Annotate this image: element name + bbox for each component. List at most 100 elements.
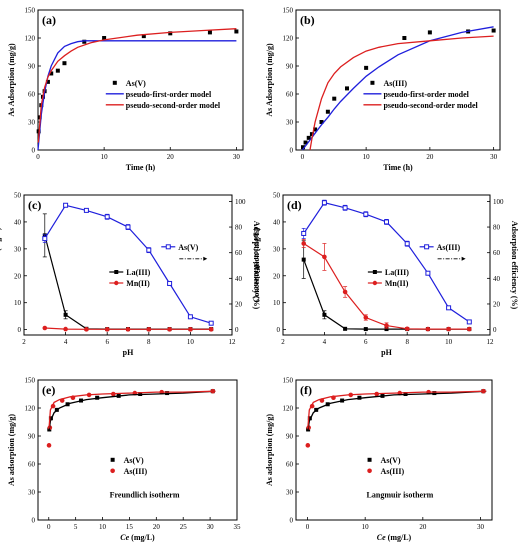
legend-label: As(V) [124,456,144,465]
plot-frame [295,9,501,151]
model-curve [37,28,237,143]
data-point [168,31,173,36]
data-point [425,326,431,332]
data-point [83,207,89,213]
data-point [404,326,410,332]
isotherm-annotation: Freundlich isotherm [110,491,180,500]
x-tick-label: 2 [281,338,285,346]
x-tick-label: 30 [207,523,215,531]
data-point [345,86,349,91]
y-tick-label: 30 [273,245,281,253]
y-tick-label: 90 [28,63,36,71]
series-fit-as-iii- [307,390,487,429]
data-point [319,120,324,124]
x-tick-label: 4 [64,338,68,346]
x-axis-label: Ce (mg/L) [120,533,155,542]
legend-label: Mn(II) [126,279,150,288]
data-point [301,230,307,236]
data-point [363,211,369,217]
y2-axis-label: Adsorption efficiency (%) [510,221,519,310]
legend-label: As(V) [126,79,146,88]
data-point [125,224,131,230]
legend-label: As(III) [124,467,148,476]
y-tick-label: 20 [273,272,281,280]
series-pseudo-second-order-model [37,28,237,143]
data-point [141,34,146,39]
data-point [167,327,172,332]
panel-label: (b) [300,13,315,27]
data-point [364,65,369,70]
y2-axis-label: Adsorption efficiency (%) [252,221,261,310]
legend-label: La(III) [385,268,409,277]
data-point [446,326,451,332]
data-point [102,36,107,40]
data-point [307,416,312,421]
y-tick-label: 30 [286,119,294,127]
y2-tick-label: 40 [235,275,243,283]
x-tick-label: 10 [362,523,370,531]
data-point [309,132,314,137]
x-tick-label: 10 [101,153,109,161]
y-axis-label: Concentration (mg/L) [0,227,2,302]
y-tick-label: 30 [28,489,36,497]
data-point [234,29,239,34]
data-point [321,200,327,206]
plot-frame [37,379,238,521]
series-as-iii- [46,388,216,448]
panel-label: (a) [42,13,56,27]
data-point [303,140,308,145]
x-tick-label: 20 [153,523,161,531]
series-pseudo-first-order-model [301,26,494,151]
y-tick-label: 30 [14,245,22,253]
legend-marker [114,280,119,286]
y2-tick-label: 0 [493,326,497,334]
legend-marker [114,270,119,274]
y-tick-label: 60 [28,91,36,99]
data-point [404,241,410,247]
data-point [104,327,110,332]
data-point [491,28,496,33]
x-tick-label: 0 [301,153,305,161]
x-tick-label: 0 [47,523,51,531]
y2-tick-label: 40 [493,275,501,283]
legend-label: pseudo-first-order model [383,90,469,99]
model-curve [307,390,487,432]
y2-tick-label: 20 [493,300,501,308]
data-point [187,314,193,320]
x-axis-label: pH [381,348,392,357]
data-point [343,326,348,331]
data-point [146,247,152,253]
legend-marker [370,80,375,85]
x-tick-label: 10 [445,338,453,346]
legend-label: pseudo-second-order model [126,101,221,110]
y-tick-label: 120 [25,405,36,413]
x-tick-label: 12 [487,338,495,346]
data-point [42,325,48,331]
y-tick-label: 90 [286,433,294,441]
data-point [425,270,431,276]
plot-frame [23,194,233,336]
legend-marker [165,244,171,250]
y-tick-label: 90 [28,433,36,441]
y-tick-label: 0 [290,517,294,525]
data-point [325,109,330,114]
legend-marker [112,80,117,85]
series-fit-as-iii- [48,390,216,429]
x-axis-label: pH [123,348,134,357]
x-tick-label: 30 [490,153,498,161]
data-point [63,312,68,317]
x-tick-label: 2 [22,338,26,346]
data-point [188,327,193,332]
legend-label: Mn(II) [385,279,409,288]
y-tick-label: 60 [286,461,294,469]
legend-marker [110,468,115,474]
series-pseudo-second-order-model [309,35,494,151]
data-point [322,254,327,260]
y-tick-label: 120 [283,35,294,43]
legend-arrow-head [203,256,208,261]
x-axis-label: Time (h) [383,163,413,172]
series-as-iii- [301,28,496,150]
panel-label: (d) [287,198,302,212]
x-tick-label: 20 [426,153,434,161]
